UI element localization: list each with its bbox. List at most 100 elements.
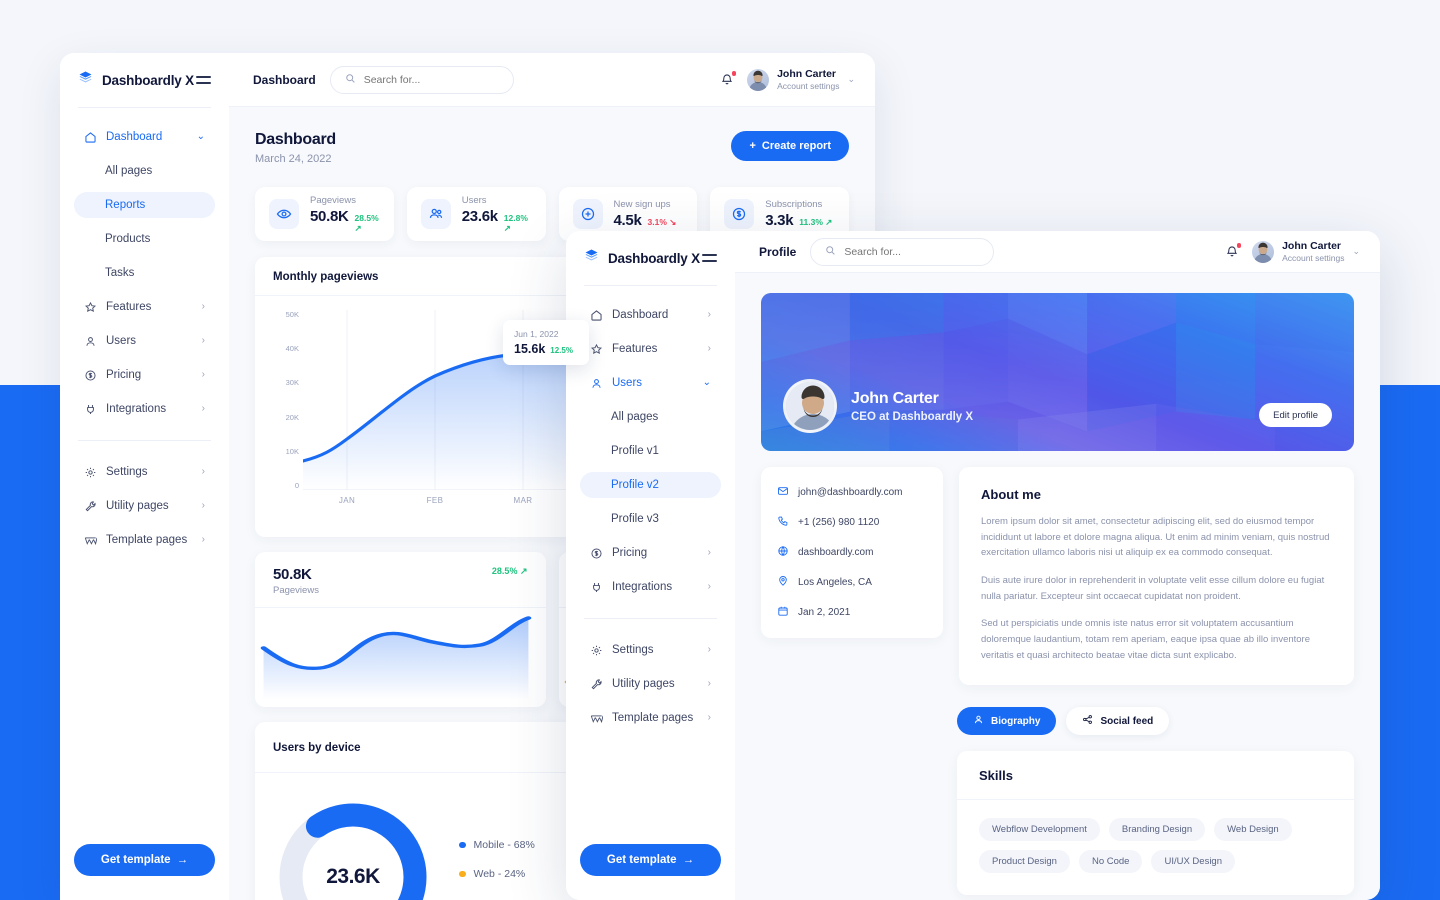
y-tick: 10K xyxy=(285,446,299,456)
stat-label: Users xyxy=(461,194,487,206)
stat-value: 3.3k xyxy=(765,212,794,229)
chevron-right-icon: › xyxy=(201,500,205,511)
tab-label: Biography xyxy=(991,715,1041,727)
search-input[interactable] xyxy=(363,73,499,86)
sidebar-item-template-pages[interactable]: Template pages › xyxy=(580,705,721,731)
hamburger-icon[interactable] xyxy=(196,76,211,84)
legend-label: Mobile - 68% xyxy=(473,839,535,851)
chart-title: Monthly pageviews xyxy=(273,271,379,283)
stat-label: Subscriptions xyxy=(765,199,823,210)
contact-row-email[interactable]: john@dashboardly.com xyxy=(777,485,927,500)
sidebar-brand: Dashboardly X xyxy=(60,53,229,107)
sidebar-separator xyxy=(584,618,717,619)
sidebar-item-users[interactable]: Users ⌄ xyxy=(580,370,721,396)
arrow-right-icon: → xyxy=(682,854,695,866)
page-breadcrumb: Profile xyxy=(759,244,797,259)
sidebar-item-settings[interactable]: Settings › xyxy=(74,459,215,485)
get-template-button[interactable]: Get template → xyxy=(580,844,721,876)
sidebar-separator xyxy=(78,440,211,441)
search-box[interactable] xyxy=(810,237,995,266)
contact-text: john@dashboardly.com xyxy=(798,487,903,498)
pin-icon xyxy=(777,575,789,590)
sidebar-item-pricing[interactable]: Pricing › xyxy=(580,540,721,566)
search-icon xyxy=(345,71,356,89)
sidebar-item-integrations[interactable]: Integrations › xyxy=(580,574,721,600)
legend-label: Web - 24% xyxy=(473,868,526,880)
contact-row-website[interactable]: dashboardly.com xyxy=(777,545,927,560)
skill-tag[interactable]: Web Design xyxy=(1214,818,1292,842)
contact-row-location[interactable]: Los Angeles, CA xyxy=(777,575,927,590)
hamburger-icon[interactable] xyxy=(702,254,717,262)
skill-tag[interactable]: UI/UX Design xyxy=(1151,850,1236,874)
sidebar-item-tasks[interactable]: Tasks xyxy=(74,260,215,286)
stat-card-users[interactable]: Users 23.6k 12.8% ↗ xyxy=(406,187,546,241)
avatar xyxy=(1252,240,1275,263)
sidebar-item-label: Pricing xyxy=(612,547,648,559)
mini-plot xyxy=(255,608,546,700)
skill-tag[interactable]: Branding Design xyxy=(1108,818,1206,842)
sidebar-item-integrations[interactable]: Integrations › xyxy=(74,396,215,422)
sidebar-item-users[interactable]: Users › xyxy=(74,328,215,354)
contact-row-phone[interactable]: +1 (256) 980 1120 xyxy=(777,515,927,530)
search-box[interactable] xyxy=(329,65,514,94)
get-template-button[interactable]: Get template → xyxy=(74,844,215,876)
sidebar-item-label: Users xyxy=(106,335,137,347)
sidebar-item-profile-v1[interactable]: Profile v1 xyxy=(580,438,721,464)
y-tick: 30K xyxy=(285,378,299,388)
contact-row-joined[interactable]: Jan 2, 2021 xyxy=(777,605,927,620)
bell-icon[interactable] xyxy=(1225,243,1242,259)
stat-card-pageviews[interactable]: Pageviews 50.8K 28.5% ↗ xyxy=(255,187,394,241)
sidebar-item-settings[interactable]: Settings › xyxy=(580,637,721,663)
sidebar-item-features[interactable]: Features › xyxy=(74,294,215,320)
star-icon xyxy=(84,301,97,314)
account-menu[interactable]: John Carter Account settings ⌄ xyxy=(1252,240,1360,264)
share-icon xyxy=(1082,714,1093,728)
skill-tag[interactable]: No Code xyxy=(1078,850,1143,874)
sidebar-item-profile-v2[interactable]: Profile v2 xyxy=(580,472,721,498)
edit-profile-button[interactable]: Edit profile xyxy=(1259,403,1332,427)
mail-icon xyxy=(777,485,789,500)
skill-tag[interactable]: Webflow Development xyxy=(979,818,1100,842)
page-breadcrumb: Dashboard xyxy=(253,72,316,87)
sidebar-item-dashboard[interactable]: Dashboard ⌄ xyxy=(74,124,215,150)
chevron-right-icon: › xyxy=(707,712,711,723)
sidebar-item-products[interactable]: Products xyxy=(74,226,215,252)
sidebar-item-utility-pages[interactable]: Utility pages › xyxy=(74,493,215,519)
sidebar-item-label: Tasks xyxy=(105,267,135,279)
skills-header: Skills xyxy=(957,751,1354,801)
about-paragraph: Sed ut perspiciatis unde omnis iste natu… xyxy=(981,618,1311,661)
sidebar-item-label: Template pages xyxy=(106,534,188,546)
y-tick: 50K xyxy=(285,310,299,319)
mini-card-header: 50.8K Pageviews 28.5% ↗ xyxy=(255,552,546,608)
sidebar-item-dashboard[interactable]: Dashboard › xyxy=(580,302,721,328)
tab-biography[interactable]: Biography xyxy=(957,707,1057,736)
tab-social-feed[interactable]: Social feed xyxy=(1066,707,1170,736)
account-menu[interactable]: John Carter Account settings ⌄ xyxy=(747,68,855,92)
page-header: Dashboard March 24, 2022 + Create report xyxy=(255,131,849,165)
skill-tag[interactable]: Product Design xyxy=(979,850,1070,874)
home-icon xyxy=(84,131,97,144)
create-report-button[interactable]: + Create report xyxy=(731,131,849,161)
search-input[interactable] xyxy=(844,245,980,258)
sidebar-item-template-pages[interactable]: Template pages › xyxy=(74,527,215,553)
wrench-icon xyxy=(590,678,603,691)
sidebar-item-utility-pages[interactable]: Utility pages › xyxy=(580,671,721,697)
sidebar-item-all-pages[interactable]: All pages xyxy=(74,158,215,184)
sidebar-item-pricing[interactable]: Pricing › xyxy=(74,362,215,388)
layers-icon xyxy=(584,248,599,268)
banner-cubes-graphic xyxy=(761,293,1354,451)
sidebar-item-features[interactable]: Features › xyxy=(580,336,721,362)
sidebar-brand: Dashboardly X xyxy=(566,231,735,285)
sidebar-item-all-pages[interactable]: All pages xyxy=(580,404,721,430)
mini-card-pageviews[interactable]: 50.8K Pageviews 28.5% ↗ xyxy=(255,552,546,707)
y-tick: 20K xyxy=(285,412,299,422)
sidebar-divider xyxy=(78,107,211,108)
sidebar-item-reports[interactable]: Reports xyxy=(74,192,215,218)
bell-icon[interactable] xyxy=(720,71,737,87)
device-chart-body: 23.6K Mobile - 68% Web - 24% xyxy=(255,773,849,900)
chevron-down-icon: ⌄ xyxy=(847,74,855,84)
sidebar-item-label: Features xyxy=(612,343,658,355)
sidebar-item-profile-v3[interactable]: Profile v3 xyxy=(580,506,721,532)
home-icon xyxy=(590,309,603,322)
chevron-right-icon: › xyxy=(201,369,205,380)
